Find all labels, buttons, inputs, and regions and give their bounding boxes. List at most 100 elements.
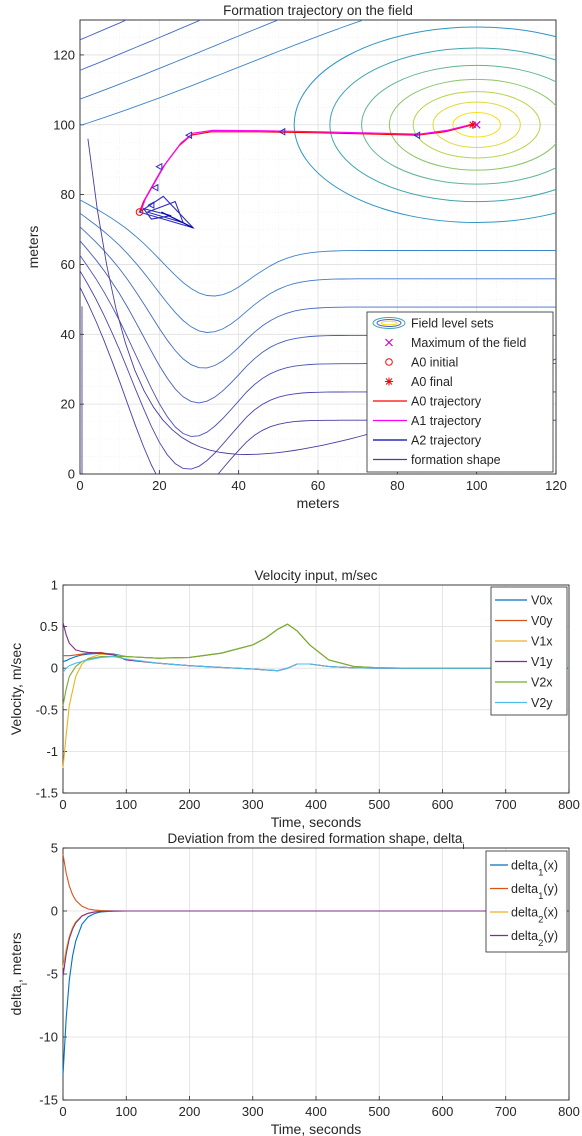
- deviation-legend-arg: (x): [543, 859, 558, 873]
- formation-marker: [155, 162, 163, 171]
- deviation-ylabel-text: delta: [8, 985, 24, 1016]
- velocity-tick-label-x: 400: [305, 797, 327, 812]
- legend-symbol-field-level-sets: [372, 317, 406, 329]
- field-contour-line: [80, 212, 556, 333]
- velocity-tick-label-y: 1: [51, 578, 58, 593]
- deviation-tick-label-x: 800: [558, 1104, 580, 1119]
- deviation-title-subscript: i: [462, 841, 464, 852]
- deviation-legend-name: delta: [511, 906, 538, 920]
- deviation-tick-label-x: 500: [368, 1104, 390, 1119]
- field-tick-label-y: 120: [53, 47, 75, 62]
- legend-symbol-a0-initial: [385, 358, 393, 366]
- deviation-tick-label-y: 5: [51, 841, 58, 856]
- deviation-title: Deviation from the desired formation sha…: [167, 831, 464, 852]
- field-tick-label-x: 0: [76, 478, 83, 493]
- field-tick-label-x: 40: [231, 478, 245, 493]
- legend-symbol-a0-final: [385, 377, 393, 386]
- deviation-legend-label: delta2(y): [511, 929, 558, 949]
- field-tick-label-y: 60: [61, 257, 75, 272]
- deviation-legend-subscript: 2: [538, 938, 543, 949]
- deviation-tick-label-x: 100: [115, 1104, 137, 1119]
- field-tick-label-x: 60: [311, 478, 325, 493]
- field-ylabel-text: meters: [25, 226, 41, 269]
- deviation-title-text: Deviation from the desired formation sha…: [167, 831, 462, 846]
- velocity-tick-label-y: 0.5: [40, 619, 58, 634]
- velocity-xlabel: Time, seconds: [271, 814, 362, 830]
- velocity-legend-label: V0x: [531, 594, 553, 608]
- field-axes-box: [79, 19, 557, 475]
- field-tick-label-y: 100: [53, 117, 75, 132]
- velocity-tick-label-y: -0.5: [36, 702, 58, 717]
- field-contour-ellipse: [412, 91, 541, 159]
- velocity-legend-label: V1x: [531, 635, 553, 649]
- velocity-title: Velocity input, m/sec: [254, 568, 377, 583]
- field-maximum-marker: [472, 120, 481, 129]
- velocity-tick-label-x: 0: [59, 797, 66, 812]
- formation-shape: [145, 200, 185, 224]
- field-contour-line: [80, 20, 202, 71]
- deviation-axes: 0 100 200 300 400 500 600 700 800 -15 -10 -5 0 5 Devia…: [8, 831, 580, 1136]
- field-tick-label-x: 100: [466, 478, 488, 493]
- deviation-ylabel-subscript: i: [19, 983, 30, 985]
- velocity-tick-label-x: 200: [179, 797, 201, 812]
- field-ylabel: meters: [25, 226, 41, 269]
- deviation-tick-label-x: 400: [305, 1104, 327, 1119]
- field-contour-ellipse: [432, 101, 521, 148]
- field-contour-ellipse: [388, 78, 556, 171]
- legend-symbol-field-level-sets: [376, 319, 402, 327]
- formation-marker: [151, 183, 159, 192]
- velocity-title-text: Velocity input, m/sec: [254, 568, 377, 583]
- deviation-legend-arg: (y): [543, 929, 558, 943]
- a0-final-marker: [468, 120, 477, 129]
- velocity-legend-label: V2y: [531, 696, 553, 710]
- deviation-legend-subscript: 1: [538, 891, 543, 902]
- field-contour-line: [80, 199, 556, 297]
- deviation-tick-label-x: 600: [432, 1104, 454, 1119]
- velocity-legend-label: V0y: [531, 614, 553, 628]
- formation-marker: [413, 131, 421, 140]
- field-tick-label-y: 20: [61, 397, 75, 412]
- field-legend-label: formation shape: [411, 453, 501, 467]
- velocity-ylabel: Velocity, m/sec: [8, 643, 24, 735]
- deviation-tick-label-y: 0: [51, 904, 58, 919]
- deviation-tick-label-x: 700: [495, 1104, 517, 1119]
- formation-shape: [142, 207, 172, 220]
- velocity-tick-label-x: 300: [242, 797, 264, 812]
- field-contour-ellipse: [293, 26, 556, 224]
- field-contour-ellipse: [329, 47, 556, 203]
- deviation-legend-label: delta2(x): [511, 906, 558, 926]
- velocity-tick-label-x: 800: [558, 797, 580, 812]
- field-contour-ellipse: [452, 112, 501, 138]
- deviation-legend-name: delta: [511, 859, 538, 873]
- field-legend-label: A1 trajectory: [411, 414, 482, 428]
- deviation-legend-subscript: 2: [538, 914, 543, 925]
- deviation-legend-arg: (y): [543, 882, 558, 896]
- velocity-ylabel-text: Velocity, m/sec: [8, 643, 24, 735]
- field-tick-label-y: 80: [61, 187, 75, 202]
- velocity-tick-label-x: 600: [432, 797, 454, 812]
- deviation-tick-label-x: 0: [59, 1104, 66, 1119]
- deviation-tick-label-y: -5: [46, 967, 58, 982]
- field-axes: 0 20 40 60 80 100 120 0 20 40 60 80 100 120 Formation …: [25, 3, 567, 511]
- field-contour-ellipse: [361, 64, 556, 185]
- field-legend-label: A0 final: [411, 375, 453, 389]
- velocity-axes-box: [62, 584, 570, 794]
- deviation-xlabel: Time, seconds: [271, 1121, 362, 1136]
- formation-marker: [147, 201, 155, 209]
- field-legend-label: A0 initial: [411, 356, 458, 370]
- velocity-tick-label-x: 700: [495, 797, 517, 812]
- field-legend-box: [366, 311, 554, 473]
- field-legend-label: Maximum of the field: [411, 336, 526, 350]
- field-legend-label: A0 trajectory: [411, 395, 482, 409]
- deviation-tick-label-y: -15: [39, 1093, 58, 1108]
- field-legend: Field level sets Maximum of the field A0 i…: [366, 311, 554, 473]
- field-tick-label-x: 20: [152, 478, 166, 493]
- velocity-axes: 0 100 200 300 400 500 600 700 800 -1.5 -1 -0.5 0 0.5 1…: [8, 568, 580, 830]
- deviation-legend-arg: (x): [543, 906, 558, 920]
- formation-shape: [138, 195, 195, 229]
- deviation-legend-subscript: 1: [538, 867, 543, 878]
- formation-marker: [278, 127, 286, 136]
- velocity-tick-label-y: -1: [46, 744, 58, 759]
- field-contour-line: [80, 20, 365, 126]
- velocity-legend-label: V2x: [531, 676, 553, 690]
